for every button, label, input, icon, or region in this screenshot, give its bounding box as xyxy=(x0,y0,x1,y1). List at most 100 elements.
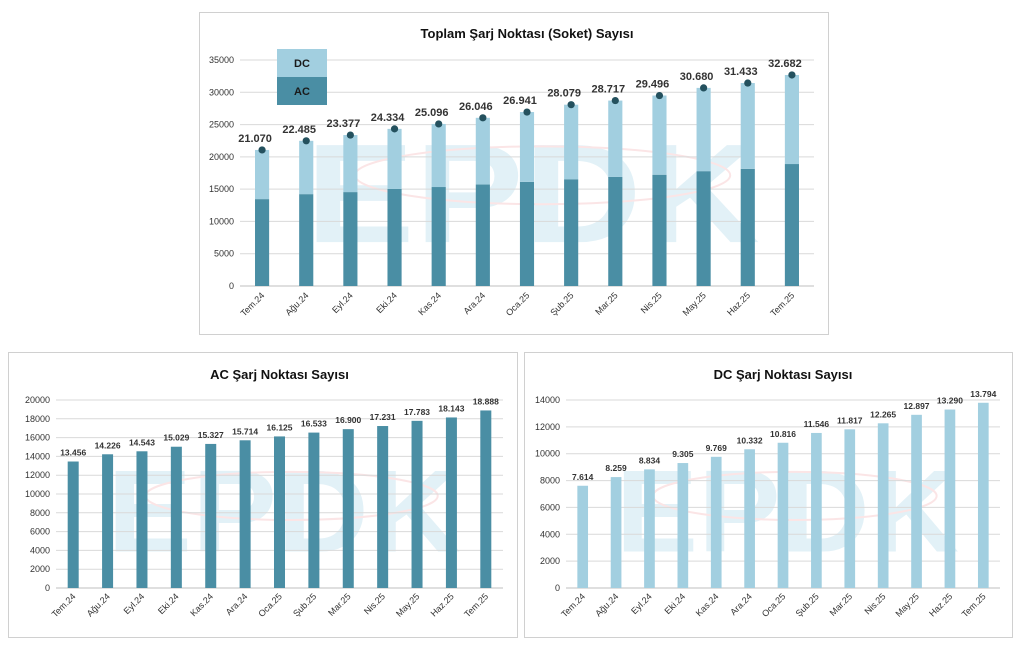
x-tick-label: Eyl.24 xyxy=(629,591,654,616)
y-tick-label: 4000 xyxy=(30,545,50,555)
bar-dc xyxy=(343,135,358,193)
total-point xyxy=(346,131,354,139)
bar xyxy=(577,485,589,588)
y-tick-label: 20000 xyxy=(25,395,50,405)
bar xyxy=(844,429,856,588)
bar xyxy=(480,410,492,588)
chart-title: DC Şarj Noktası Sayısı xyxy=(714,367,853,382)
bar xyxy=(102,454,114,588)
y-tick-label: 12000 xyxy=(25,470,50,480)
x-tick-label: Haz.25 xyxy=(927,591,954,618)
y-tick-label: 10000 xyxy=(535,449,560,459)
y-tick-label: 0 xyxy=(229,281,234,291)
bar xyxy=(170,446,182,588)
x-tick-label: Nis.25 xyxy=(639,290,664,315)
ac-chart-panel: AC Şarj Noktası SayısıEPDK02000400060008… xyxy=(8,352,518,638)
data-label: 15.714 xyxy=(232,426,258,436)
data-label: 10.332 xyxy=(737,435,763,445)
total-point xyxy=(788,71,796,79)
bar-dc xyxy=(740,83,755,169)
ac-chart: AC Şarj Noktası SayısıEPDK02000400060008… xyxy=(25,367,503,619)
total-point xyxy=(567,101,575,109)
data-label: 14.226 xyxy=(95,440,121,450)
x-tick-label: Eki.24 xyxy=(663,591,688,616)
x-tick-label: Oca.25 xyxy=(760,591,788,619)
data-label: 13.290 xyxy=(937,396,963,406)
total-point xyxy=(435,120,443,128)
bar-dc xyxy=(387,128,402,189)
x-tick-label: Tem.25 xyxy=(462,591,490,619)
bar xyxy=(944,409,956,588)
x-tick-label: Ağu.24 xyxy=(283,290,310,317)
legend-label-ac: AC xyxy=(294,86,310,98)
total-point xyxy=(390,125,399,133)
bar xyxy=(677,463,689,588)
bar-dc xyxy=(652,95,667,175)
data-label: 21.070 xyxy=(238,133,272,145)
bar-dc xyxy=(696,87,711,172)
bar xyxy=(377,426,389,588)
bar-ac xyxy=(387,188,402,286)
y-tick-label: 6000 xyxy=(30,527,50,537)
bar-dc xyxy=(564,104,579,180)
chart-title: AC Şarj Noktası Sayısı xyxy=(210,367,349,382)
x-tick-label: Oca.25 xyxy=(504,290,532,318)
bar-ac xyxy=(740,168,755,286)
bar-dc xyxy=(608,100,623,177)
legend-swatch-dc xyxy=(277,49,327,77)
x-tick-label: Nis.25 xyxy=(362,591,387,616)
bar xyxy=(136,451,148,588)
y-tick-label: 25000 xyxy=(209,120,234,130)
y-tick-label: 18000 xyxy=(25,414,50,424)
x-tick-label: Eyl.24 xyxy=(122,591,147,616)
bar xyxy=(273,436,286,588)
x-tick-label: Kas.24 xyxy=(188,591,215,618)
y-tick-label: 8000 xyxy=(540,476,560,486)
total-point xyxy=(744,79,752,87)
x-tick-label: Ağu.24 xyxy=(85,591,112,618)
y-tick-label: 5000 xyxy=(214,249,234,259)
data-label: 12.897 xyxy=(904,401,930,411)
data-label: 28.079 xyxy=(547,88,581,100)
y-tick-label: 8000 xyxy=(30,508,50,518)
y-tick-label: 20000 xyxy=(209,152,234,162)
dc-chart: DC Şarj Noktası SayısıEPDK02000400060008… xyxy=(535,367,1000,619)
bar-dc xyxy=(299,140,314,195)
x-tick-label: Haz.25 xyxy=(725,290,752,317)
bar-ac xyxy=(608,176,623,286)
x-tick-label: May.25 xyxy=(681,290,708,317)
total-chart: Toplam Şarj Noktası (Soket) SayısıEPDK05… xyxy=(209,26,814,318)
x-tick-label: Mar.25 xyxy=(828,591,855,618)
total-point xyxy=(655,91,664,100)
data-label: 16.125 xyxy=(267,422,293,432)
bar-ac xyxy=(519,181,535,286)
bar-dc xyxy=(255,149,270,200)
data-label: 15.327 xyxy=(198,430,224,440)
bar xyxy=(744,449,755,588)
x-tick-label: Tem.25 xyxy=(960,591,988,619)
x-tick-label: Mar.25 xyxy=(593,290,620,317)
x-tick-label: May.25 xyxy=(394,591,421,618)
y-tick-label: 4000 xyxy=(540,529,560,539)
x-tick-label: Şub.25 xyxy=(794,591,821,618)
total-point xyxy=(479,114,487,122)
x-tick-label: Tem.25 xyxy=(768,290,796,318)
data-label: 30.680 xyxy=(680,71,714,83)
x-tick-label: Ara.24 xyxy=(224,591,250,617)
y-tick-label: 2000 xyxy=(540,556,560,566)
bar xyxy=(710,456,722,588)
bar-ac xyxy=(475,184,490,286)
data-label: 8.259 xyxy=(605,463,627,473)
legend-label-dc: DC xyxy=(294,58,310,70)
y-tick-label: 30000 xyxy=(209,87,234,97)
data-label: 25.096 xyxy=(415,107,449,119)
data-label: 31.433 xyxy=(724,66,758,78)
data-label: 10.816 xyxy=(770,429,796,439)
data-label: 26.941 xyxy=(503,95,537,107)
bar xyxy=(911,414,922,588)
data-label: 7.614 xyxy=(572,472,594,482)
chart-title: Toplam Şarj Noktası (Soket) Sayısı xyxy=(421,26,634,41)
x-tick-label: Eyl.24 xyxy=(330,290,355,315)
bar xyxy=(239,440,251,588)
bar xyxy=(205,443,217,588)
